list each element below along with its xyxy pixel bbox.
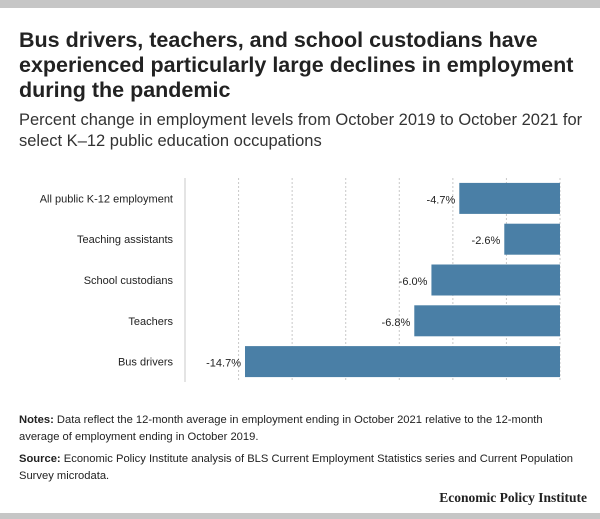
data-label: -4.7% [427,194,456,206]
notes-text: Data reflect the 12-month average in emp… [19,414,543,443]
bar [245,346,560,378]
source-label: Source: [19,453,61,465]
data-label: -14.7% [206,358,241,370]
bottom-band [0,513,600,519]
notes-paragraph: Notes: Data reflect the 12-month average… [19,412,584,446]
data-label: -6.0% [399,276,428,288]
notes-block: Notes: Data reflect the 12-month average… [19,412,584,490]
chart-subtitle: Percent change in employment levels from… [19,111,583,150]
category-label: Teaching assistants [77,234,173,246]
bar [459,182,560,214]
source-text: Economic Policy Institute analysis of BL… [19,453,574,482]
bar [414,305,560,337]
brand-logo-text: Economic Policy Institute [439,490,587,505]
bar [504,223,560,255]
bar-chart: All public K-12 employment -4.7% Teaching … [40,178,561,382]
source-paragraph: Source: Economic Policy Institute analys… [19,451,584,485]
chart-title: Bus drivers, teachers, and school custod… [19,28,574,102]
category-label: School custodians [84,275,174,287]
category-label: Teachers [128,316,173,328]
data-label: -2.6% [472,235,501,247]
data-label: -6.8% [382,317,411,329]
bar [431,264,560,296]
category-label: Bus drivers [118,357,174,369]
notes-label: Notes: [19,414,54,426]
top-band [0,0,600,8]
category-label: All public K-12 employment [40,193,173,205]
